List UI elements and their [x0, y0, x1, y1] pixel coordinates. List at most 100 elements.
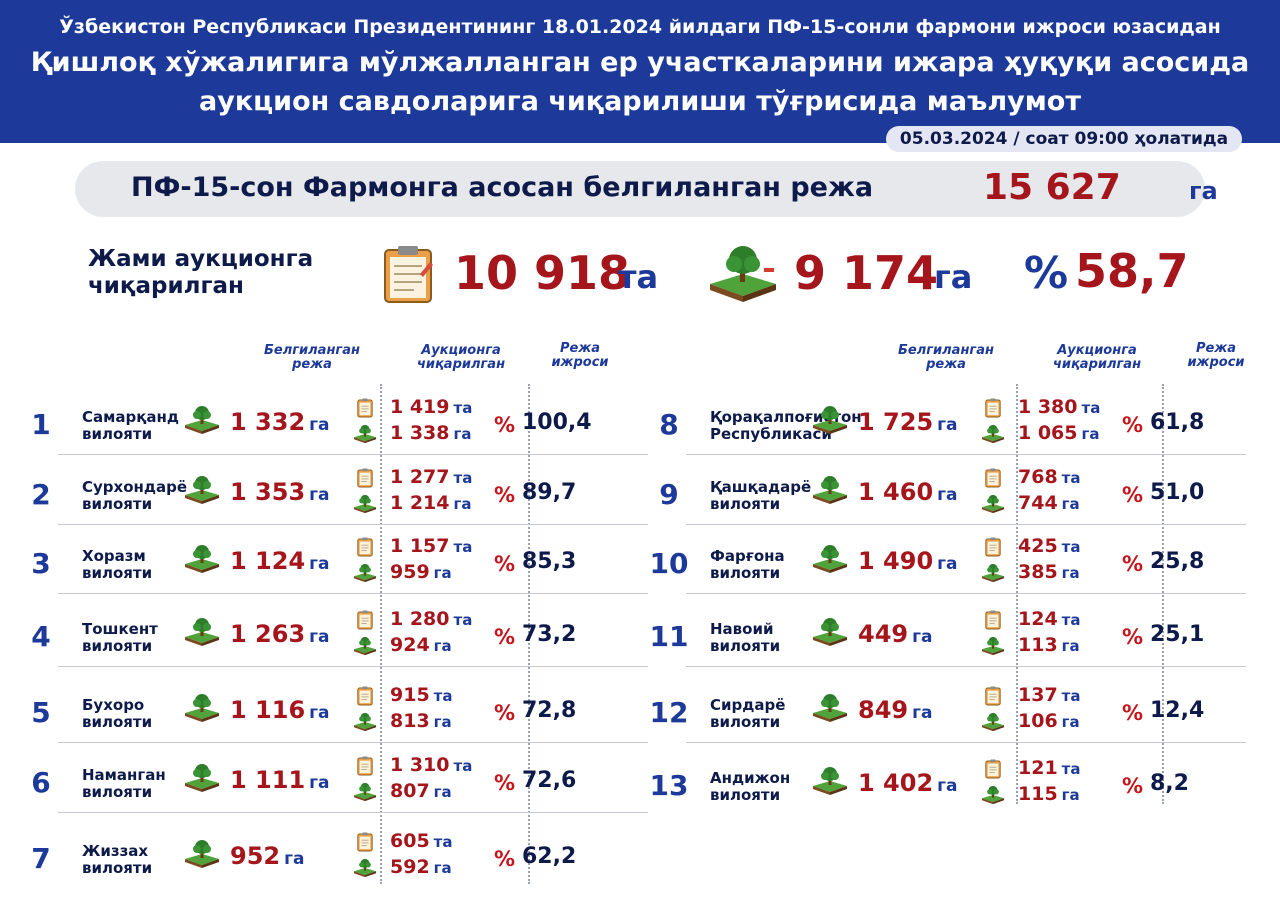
region-plan-unit: га	[937, 415, 958, 435]
region-auction-area-unit: га	[1061, 495, 1080, 513]
clipboard-icon	[984, 537, 1002, 561]
colhdr-plan-left-line1: Белгиланган	[264, 343, 360, 358]
colhdr-exec-right: Режа ижроси	[1176, 342, 1256, 370]
totals-count-unit: та	[618, 258, 659, 296]
clipboard-icon	[356, 468, 374, 492]
region-auction-count-value: 915	[390, 684, 430, 706]
region-name: Жиззах вилояти	[82, 843, 152, 877]
colhdr-auction-right: Аукционга чиқарилган	[1036, 344, 1158, 372]
region-auction-count-value: 768	[1018, 466, 1058, 488]
region-name-line2: вилояти	[710, 495, 781, 513]
region-name-line1: Жиззах	[82, 842, 149, 860]
region-auction-count-unit: та	[453, 469, 473, 487]
region-plan: 1 124 га	[230, 547, 330, 575]
region-auction-area: 813 га	[390, 710, 452, 732]
region-plan-value: 849	[858, 696, 909, 724]
region-auction-count-unit: та	[453, 538, 473, 556]
region-plan-value: 1 402	[858, 769, 934, 797]
region-auction-area: 1 214 га	[390, 492, 471, 514]
land-tree-icon	[352, 782, 378, 806]
totals-label: Жами аукционга чиқарилган	[88, 246, 313, 300]
clipboard-icon	[984, 468, 1002, 492]
region-number: 2	[31, 478, 51, 511]
totals-label-line1: Жами аукционга	[88, 246, 314, 272]
region-auction-area-value: 1 065	[1018, 422, 1078, 444]
colhdr-plan-left: Белгиланган режа	[252, 344, 372, 372]
region-plan: 1 725 га	[858, 408, 958, 436]
region-auction-area-unit: га	[453, 425, 472, 443]
land-tree-icon	[980, 785, 1006, 809]
region-auction-area-value: 113	[1018, 634, 1058, 656]
clipboard-icon	[356, 832, 374, 856]
region-percent: 25,8	[1150, 549, 1205, 574]
region-auction-count: 425 та	[1018, 535, 1081, 557]
region-plan-unit: га	[309, 554, 330, 574]
region-percent: 12,4	[1150, 698, 1205, 723]
totals-label-line2: чиқарилган	[88, 273, 244, 299]
region-row: 2 Сурхондарё вилояти 1 353 га 1 277 та 1 214 га%…	[18, 466, 648, 538]
totals-percent: 58,7	[1075, 244, 1189, 298]
land-tree-icon	[810, 693, 850, 727]
region-auction-area: 744 га	[1018, 492, 1080, 514]
land-tree-icon	[980, 424, 1006, 448]
region-auction-count: 1 419 та	[390, 396, 472, 418]
region-plan-value: 952	[230, 842, 281, 870]
land-tree-icon	[182, 693, 222, 727]
region-auction-count-unit: та	[1061, 760, 1081, 778]
region-auction-area: 113 га	[1018, 634, 1080, 656]
region-row: 12 Сирдарё вилояти 849 га 137 та 106 га% 12,4	[646, 684, 1276, 756]
region-plan-value: 1 725	[858, 408, 934, 436]
region-auction-area-unit: га	[433, 713, 452, 731]
region-name-line2: Республикаси	[710, 425, 832, 443]
region-name-line2: вилояти	[82, 495, 153, 513]
region-name-line1: Сирдарё	[710, 696, 786, 714]
region-auction-count-unit: та	[1061, 687, 1081, 705]
region-auction-count: 1 310 та	[390, 754, 472, 776]
row-divider	[58, 524, 648, 525]
region-auction-area-unit: га	[453, 495, 472, 513]
clipboard-icon	[984, 686, 1002, 710]
region-percent: 51,0	[1150, 480, 1205, 505]
region-name-line2: вилояти	[710, 637, 781, 655]
region-number: 5	[31, 696, 51, 729]
region-name-line2: вилояти	[82, 637, 153, 655]
region-plan-unit: га	[937, 554, 958, 574]
region-plan-value: 1 460	[858, 478, 934, 506]
clipboard-icon	[356, 686, 374, 710]
colhdr-exec-right-line1: Режа	[1195, 341, 1237, 356]
region-auction-area: 1 338 га	[390, 422, 471, 444]
clipboard-icon	[356, 610, 374, 634]
plan-unit: га	[1189, 177, 1218, 205]
clipboard-icon	[380, 244, 436, 308]
region-auction-area-value: 959	[390, 561, 430, 583]
colhdr-plan-right: Белгиланган режа	[886, 344, 1006, 372]
land-tree-icon	[352, 636, 378, 660]
land-tree-icon	[182, 544, 222, 578]
region-auction-count-unit: та	[453, 611, 473, 629]
region-percent: 85,3	[522, 549, 577, 574]
region-auction-area-value: 807	[390, 780, 430, 802]
land-tree-icon	[182, 839, 222, 873]
region-plan-value: 1 116	[230, 696, 306, 724]
region-number: 10	[649, 547, 689, 580]
region-plan-value: 1 353	[230, 478, 306, 506]
region-name: Хоразм вилояти	[82, 548, 152, 582]
column-divider	[528, 384, 530, 884]
region-auction-count-unit: та	[1061, 469, 1081, 487]
land-tree-icon	[352, 712, 378, 736]
region-auction-count: 1 280 та	[390, 608, 472, 630]
date-badge: 05.03.2024 / соат 09:00 ҳолатида	[886, 126, 1242, 152]
region-auction-count-unit: та	[433, 833, 453, 851]
region-plan-value: 449	[858, 620, 909, 648]
region-name: Фарғона вилояти	[710, 548, 785, 582]
land-tree-icon	[182, 617, 222, 651]
region-number: 11	[649, 620, 689, 653]
region-name: Андижон вилояти	[710, 770, 790, 804]
region-plan-unit: га	[309, 415, 330, 435]
land-tree-icon	[182, 405, 222, 439]
region-auction-area: 385 га	[1018, 561, 1080, 583]
region-percent: 72,8	[522, 698, 577, 723]
region-plan: 1 353 га	[230, 478, 330, 506]
region-auction-count: 768 та	[1018, 466, 1081, 488]
region-auction-count-value: 1 280	[390, 608, 450, 630]
